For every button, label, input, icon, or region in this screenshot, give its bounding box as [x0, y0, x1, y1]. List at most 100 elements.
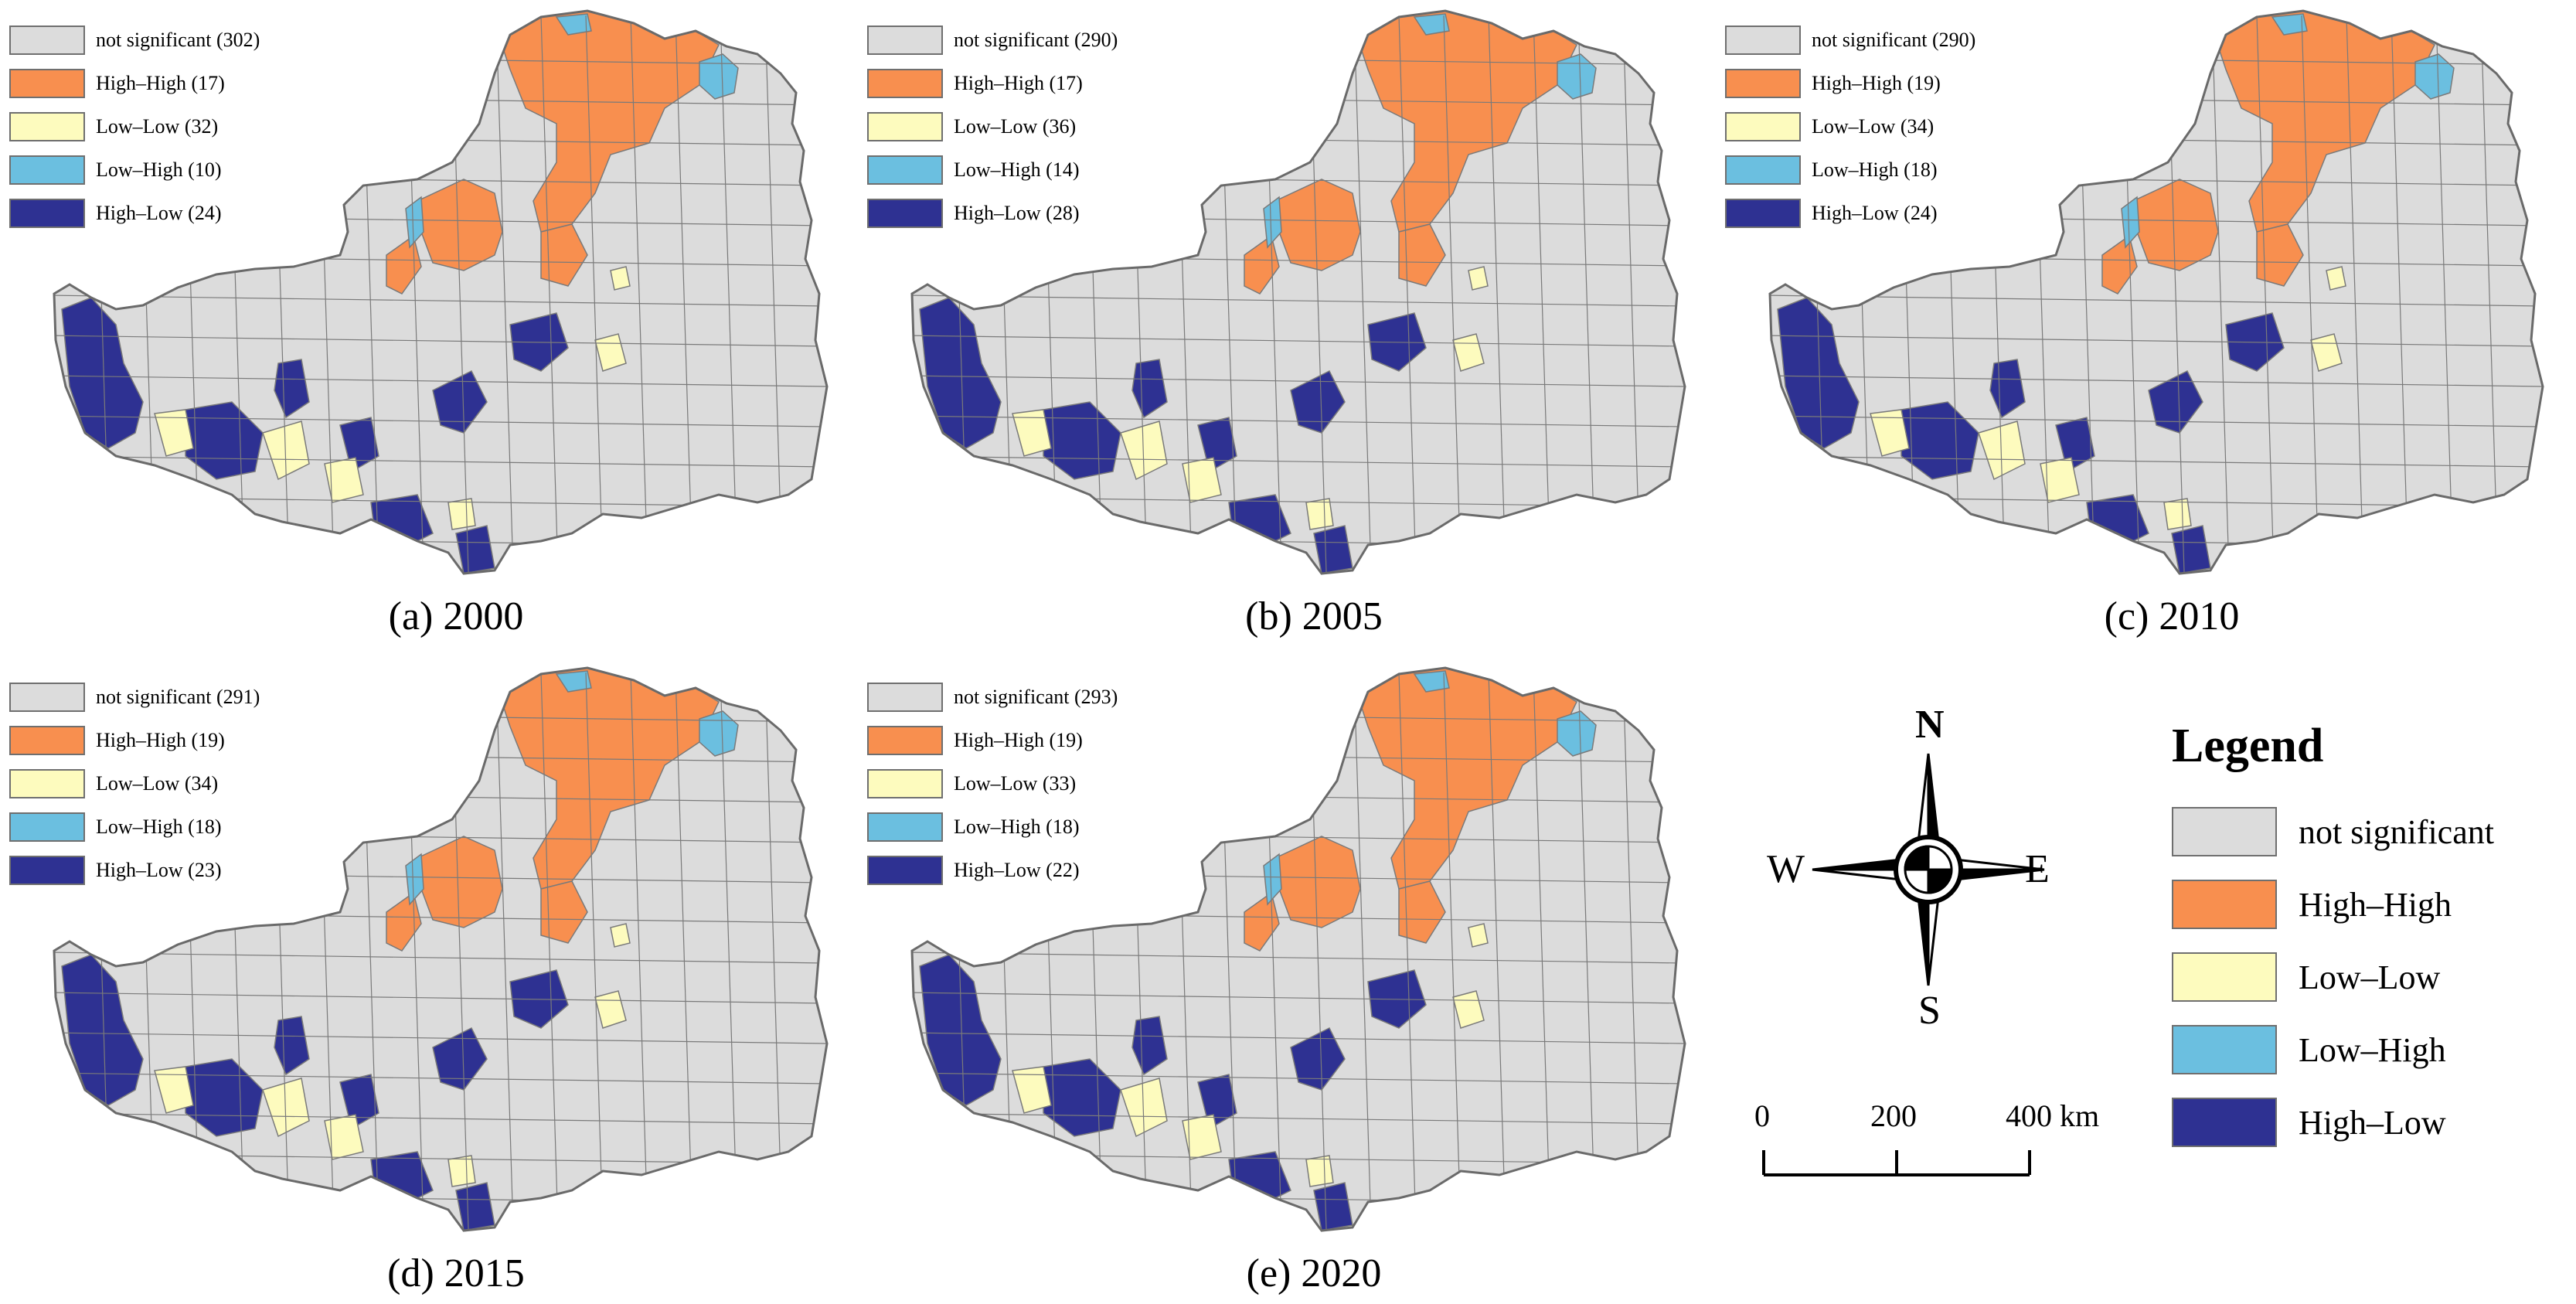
legend-item-high-low: High–Low: [2172, 1086, 2558, 1159]
region-low-low: [2326, 266, 2346, 291]
legend-label: not significant (302): [96, 29, 260, 51]
study-area-outline: [910, 666, 1686, 1232]
legend-row-high-high: High–High (17): [9, 62, 260, 105]
region-low-low: [324, 457, 364, 503]
county-boundary: [1622, 15, 1641, 573]
swatch-high-high: [1725, 69, 1801, 98]
region-low-high: [555, 13, 592, 36]
region-high-low: [455, 525, 495, 574]
region-low-high: [1263, 853, 1282, 906]
legend-label: High–High (19): [954, 729, 1083, 751]
legend-row-not-significant: not significant (290): [1725, 19, 1975, 62]
county-boundary: [675, 672, 693, 1230]
county-boundary: [1488, 15, 1506, 573]
county-boundary: [495, 15, 514, 573]
county-boundary: [1443, 672, 1462, 1230]
region-low-low: [154, 1066, 194, 1114]
scale-bar: 0 200 400 km: [1754, 1098, 2125, 1183]
legend-label: Low–Low (36): [954, 115, 1077, 138]
swatch-high-high: [867, 726, 943, 755]
legend-row-high-high: High–High (19): [867, 719, 1118, 762]
map-panel-2015: not significant (291) High–High (19) Low…: [0, 657, 842, 1299]
swatch-not-significant: [9, 26, 85, 55]
study-area-outline: [53, 666, 829, 1232]
swatch-low-low: [2172, 952, 2277, 1002]
swatch-low-high: [1725, 155, 1801, 185]
county-boundary: [675, 15, 693, 573]
legend-label: High–High (17): [954, 72, 1083, 94]
swatch-low-low: [1725, 112, 1801, 141]
region-low-high: [405, 853, 424, 906]
region-high-low: [1043, 1058, 1121, 1137]
swatch-high-low: [9, 199, 85, 228]
legend-row-high-high: High–High (17): [867, 62, 1118, 105]
legend-label: Low–High (10): [96, 158, 222, 181]
swatch-low-high: [9, 812, 85, 842]
legend-label: Low–High (18): [1812, 158, 1938, 181]
region-low-high: [405, 196, 424, 249]
county-boundary: [2211, 15, 2230, 573]
county-boundary: [54, 952, 827, 964]
region-low-low: [1468, 923, 1489, 948]
legend-row-high-low: High–Low (22): [867, 849, 1118, 892]
legend-row-low-high: Low–High (10): [9, 148, 260, 192]
county-boundary: [54, 375, 827, 387]
map-2020: [910, 666, 1686, 1232]
legend-item-label: Low–Low: [2299, 958, 2441, 996]
region-high-low: [1313, 1182, 1353, 1231]
swatch-high-high: [9, 69, 85, 98]
region-low-low: [447, 498, 476, 530]
map-panel-2020: not significant (293) High–High (19) Low…: [858, 657, 1700, 1299]
map-2005: [910, 9, 1686, 575]
panel-legend: not significant (293) High–High (19) Low…: [867, 676, 1118, 892]
county-boundary: [720, 672, 738, 1230]
region-high-low: [185, 401, 264, 480]
swatch-not-significant: [867, 26, 943, 55]
region-high-low: [2171, 525, 2211, 574]
north-arrow-compass: N S W E: [1767, 703, 2056, 1036]
county-boundary: [540, 15, 559, 573]
county-boundary: [54, 295, 827, 307]
county-boundary: [764, 15, 783, 573]
study-area-outline: [53, 9, 829, 575]
swatch-not-significant: [867, 683, 943, 712]
map-panel-2005: not significant (290) High–High (17) Low…: [858, 0, 1700, 642]
region-low-low: [262, 1078, 310, 1138]
county-boundary: [2435, 15, 2454, 573]
region-low-low: [154, 409, 194, 457]
region-low-low: [2163, 498, 2192, 530]
region-low-high: [2121, 196, 2140, 249]
swatch-high-low: [1725, 199, 1801, 228]
region-low-low: [610, 923, 631, 948]
county-boundary: [720, 15, 738, 573]
region-low-high: [2271, 13, 2308, 36]
compass-rose-icon: [1812, 753, 2045, 986]
county-boundary: [912, 455, 1685, 468]
region-high-high: [1398, 223, 1446, 287]
region-low-high: [699, 53, 739, 100]
county-boundary: [912, 1072, 1685, 1084]
legend-row-high-low: High–Low (28): [867, 192, 1118, 235]
panel-legend: not significant (291) High–High (19) Low…: [9, 676, 260, 892]
region-low-low: [1870, 409, 1910, 457]
county-boundary: [912, 1032, 1685, 1044]
region-low-high: [1263, 196, 1282, 249]
region-high-low: [1290, 369, 1346, 434]
county-boundary: [1770, 455, 2543, 468]
region-low-high: [1557, 710, 1597, 757]
county-boundary: [912, 375, 1685, 387]
swatch-low-low: [867, 112, 943, 141]
region-high-high: [417, 836, 503, 928]
county-boundary: [540, 672, 559, 1230]
county-boundary: [912, 1112, 1685, 1125]
legend-label: High–Low (28): [954, 202, 1080, 224]
main-legend: Legend not significant High–High Low–Low…: [2172, 719, 2558, 1159]
county-boundary: [1770, 335, 2543, 347]
legend-title: Legend: [2172, 720, 2324, 772]
county-boundary: [912, 415, 1685, 427]
legend-label: Low–High (18): [96, 815, 222, 838]
legend-row-not-significant: not significant (293): [867, 676, 1118, 719]
panel-caption: (d) 2015: [387, 1251, 525, 1295]
region-low-low: [1120, 420, 1168, 481]
county-boundary: [2256, 15, 2275, 573]
